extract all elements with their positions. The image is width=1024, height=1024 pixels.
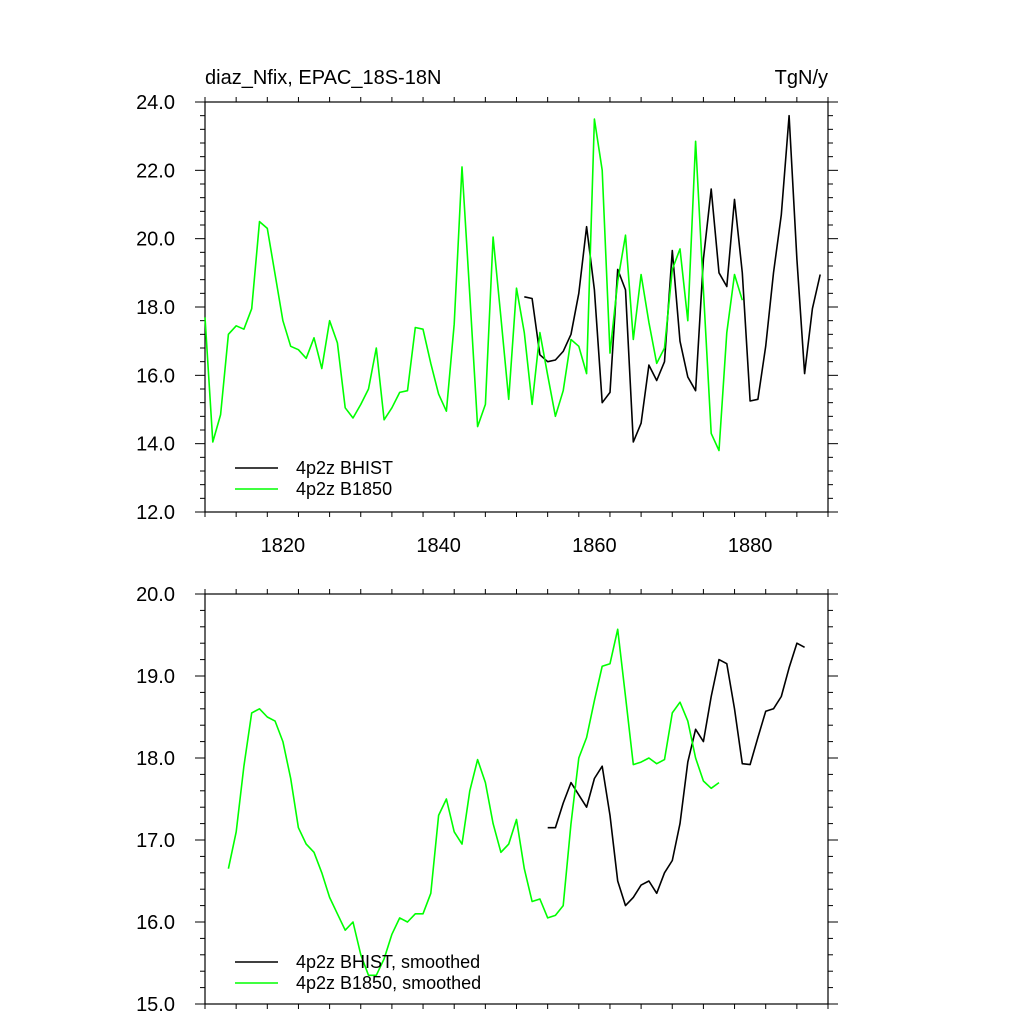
y-tick-label: 15.0 (136, 994, 175, 1016)
top-plot-frame (204, 101, 829, 513)
bottom-plot-frame (204, 593, 829, 1005)
bottom-panel: 15.0 16.0 17.0 18.0 19.0 20.0 4p2z BHIST, smo… (136, 584, 838, 1016)
y-tick-label: 16.0 (136, 912, 175, 934)
y-tick-label: 18.0 (136, 748, 175, 770)
bottom-series (227, 628, 805, 977)
x-tick-label: 1840 (416, 535, 461, 557)
series-line-b1850 (227, 628, 720, 977)
legend-label: 4p2z B1850, smoothed (296, 973, 481, 993)
y-tick-label: 17.0 (136, 830, 175, 852)
x-tick-label: 1820 (261, 535, 306, 557)
y-tick-label: 20.0 (136, 584, 175, 606)
y-tick-label: 18.0 (136, 297, 175, 319)
legend-label: 4p2z BHIST (296, 458, 393, 478)
y-tick-label: 24.0 (136, 92, 175, 114)
top-panel: 1820 1840 1860 1880 12.0 14.0 16.0 18.0 20.0 22.… (136, 92, 838, 557)
bottom-y-ticks: 15.0 16.0 17.0 18.0 19.0 20.0 (136, 584, 838, 1016)
top-y-ticks: 12.0 14.0 16.0 18.0 20.0 22.0 24.0 (136, 92, 838, 524)
y-tick-label: 14.0 (136, 434, 175, 456)
legend-label: 4p2z BHIST, smoothed (296, 952, 480, 972)
y-tick-label: 19.0 (136, 666, 175, 688)
y-tick-label: 16.0 (136, 365, 175, 387)
legend-label: 4p2z B1850 (296, 479, 392, 499)
bottom-x-ticks (204, 589, 829, 1009)
y-tick-label: 12.0 (136, 502, 175, 524)
x-tick-label: 1860 (572, 535, 617, 557)
x-tick-label: 1880 (728, 535, 773, 557)
y-tick-label: 22.0 (136, 160, 175, 182)
top-series (204, 114, 821, 452)
y-tick-label: 20.0 (136, 229, 175, 251)
units-label: TgN/y (775, 67, 828, 89)
series-line-b1850 (204, 118, 744, 452)
series-line-bhist (524, 114, 821, 443)
top-x-ticks: 1820 1840 1860 1880 (204, 97, 829, 557)
chart-title: diaz_Nfix, EPAC_18S-18N (205, 67, 441, 89)
series-line-bhist (547, 642, 805, 907)
